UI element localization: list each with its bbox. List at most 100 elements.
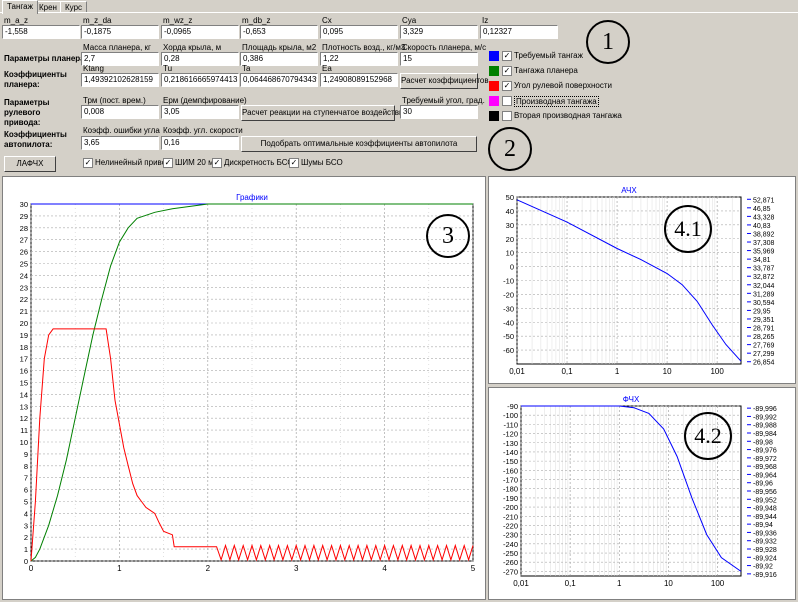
y-tick-label: -180 <box>503 485 518 494</box>
param-input[interactable]: 3,329 <box>400 25 478 39</box>
y-tick-label: 24 <box>20 271 28 280</box>
side-value-label: 43,328 <box>753 214 775 221</box>
autopilot-input[interactable]: 0,16 <box>161 136 239 150</box>
side-value-label: 52,871 <box>753 197 775 204</box>
glider-input[interactable]: 2,7 <box>81 52 159 66</box>
actuator-input[interactable]: 3,05 <box>161 105 239 119</box>
option-label: Нелинейный привод <box>95 158 171 167</box>
y-tick-label: 14 <box>20 390 28 399</box>
y-tick-label: 0 <box>24 557 28 566</box>
x-tick-label: 3 <box>294 564 299 573</box>
side-value-label: -89,964 <box>753 472 777 479</box>
target-angle-input[interactable]: 30 <box>400 105 478 119</box>
legend-checkbox[interactable]: ✓ <box>502 51 512 61</box>
actuator-title: Параметры рулевого привода: <box>4 98 50 127</box>
param-input[interactable]: -1,558 <box>2 25 80 39</box>
glider-label: Масса планера, кг <box>83 43 151 52</box>
y-tick-label: 26 <box>20 248 28 257</box>
y-tick-label: 5 <box>24 498 28 507</box>
autopilot-label: Коэфф. угл. скорости <box>163 126 243 135</box>
glider-input[interactable]: 0,28 <box>161 52 239 66</box>
tab-divider <box>0 12 798 13</box>
x-tick-label: 0,01 <box>513 579 529 588</box>
y-tick-label: 8 <box>24 462 28 471</box>
annotation-3: 3 <box>426 214 470 258</box>
actuator-label: Ерм (демпфирование) <box>163 96 247 105</box>
param-input[interactable]: 0,12327 <box>480 25 558 39</box>
param-input[interactable]: -0,653 <box>240 25 318 39</box>
y-tick-label: -60 <box>503 346 514 355</box>
y-tick-label: 12 <box>20 414 28 423</box>
y-tick-label: 19 <box>20 331 28 340</box>
autopilot-input[interactable]: 3,65 <box>81 136 159 150</box>
side-value-label: -89,956 <box>753 489 777 496</box>
side-value-label: 29,351 <box>753 317 775 324</box>
side-value-label: -89,932 <box>753 539 777 546</box>
glider-input[interactable]: 0,386 <box>240 52 318 66</box>
bso-discrete-checkbox[interactable]: ✓ <box>212 158 222 168</box>
param-input[interactable]: -0,1875 <box>81 25 159 39</box>
coeff-input[interactable]: 1,24908089152968 <box>320 73 398 87</box>
y-tick-label: 20 <box>20 319 28 328</box>
x-tick-label: 0,01 <box>509 367 525 376</box>
y-tick-label: 15 <box>20 379 28 388</box>
side-value-label: -89,944 <box>753 514 777 521</box>
y-tick-label: 0 <box>510 263 514 272</box>
side-value-label: 27,299 <box>753 351 775 358</box>
legend-checkbox[interactable] <box>502 96 512 106</box>
side-value-label: 34,81 <box>753 257 771 264</box>
side-value-label: 26,854 <box>753 360 775 367</box>
glider-input[interactable]: 1,22 <box>320 52 398 66</box>
y-tick-label: 21 <box>20 307 28 316</box>
param-input[interactable]: 0,095 <box>320 25 398 39</box>
y-tick-label: 1 <box>24 545 28 554</box>
nonlinear-drive-checkbox[interactable]: ✓ <box>83 158 93 168</box>
glider-label: Площадь крыла, м2 <box>242 43 317 52</box>
legend-checkbox[interactable]: ✓ <box>502 81 512 91</box>
autopilot-title: Коэффициенты автопилота: <box>4 130 67 149</box>
glider-label: Скорость планера, м/с <box>402 43 487 52</box>
chart-title: Графики <box>236 193 268 202</box>
param-label: Cya <box>402 16 417 25</box>
actuator-input[interactable]: 0,008 <box>81 105 159 119</box>
y-tick-label: -120 <box>503 430 518 439</box>
pwm-checkbox[interactable]: ✓ <box>163 158 173 168</box>
legend-checkbox[interactable]: ✓ <box>502 66 512 76</box>
bso-noise-checkbox[interactable]: ✓ <box>289 158 299 168</box>
param-input[interactable]: -0,0965 <box>161 25 239 39</box>
glider-input[interactable]: 15 <box>400 52 478 66</box>
coeff-input[interactable]: 0,218616665974413 <box>161 73 239 87</box>
x-tick-label: 10 <box>664 579 673 588</box>
side-value-label: -89,996 <box>753 406 777 413</box>
y-tick-label: -130 <box>503 439 518 448</box>
y-tick-label: 16 <box>20 367 28 376</box>
x-tick-label: 1 <box>617 579 622 588</box>
lafchx-button[interactable]: ЛАФЧХ <box>4 156 56 172</box>
coeff-input[interactable]: 1,49392102628159 <box>81 73 159 87</box>
y-tick-label: 30 <box>506 221 514 230</box>
y-tick-label: 28 <box>20 224 28 233</box>
y-tick-label: -10 <box>503 277 514 286</box>
y-tick-label: -210 <box>503 512 518 521</box>
x-tick-label: 100 <box>711 579 725 588</box>
calc-coeffs-button[interactable]: Расчет коэффициентов <box>400 73 489 89</box>
glider-title: Параметры планера: <box>4 54 88 63</box>
legend-checkbox[interactable] <box>502 111 512 121</box>
side-value-label: 37,308 <box>753 240 775 247</box>
y-tick-label: -150 <box>503 457 518 466</box>
param-label: m_wz_z <box>163 16 193 25</box>
coeff-label: Ea <box>322 64 332 73</box>
step-response-button[interactable]: Расчет реакции на ступенчатое воздействи… <box>241 105 408 121</box>
y-tick-label: 9 <box>24 450 28 459</box>
y-tick-label: -170 <box>503 476 518 485</box>
tab-yaw[interactable]: Курс <box>60 1 88 13</box>
side-value-label: -89,984 <box>753 431 777 438</box>
y-tick-label: -140 <box>503 448 518 457</box>
coeff-label: Ta <box>242 64 251 73</box>
tab-pitch[interactable]: Тангаж <box>2 0 38 14</box>
optimize-autopilot-button[interactable]: Подобрать оптимальные коэффициенты автоп… <box>241 136 477 152</box>
y-tick-label: 20 <box>506 235 514 244</box>
side-value-label: 28,265 <box>753 334 775 341</box>
coeff-input[interactable]: 0,0644686707943439 <box>240 73 318 87</box>
